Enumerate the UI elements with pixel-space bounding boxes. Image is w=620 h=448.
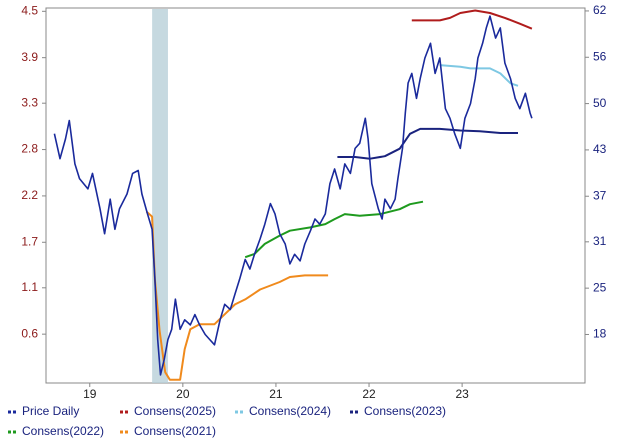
legend-label: Consens(2022) bbox=[22, 424, 104, 438]
y-tick-label: 4.5 bbox=[21, 3, 38, 17]
y-tick-label: 3.9 bbox=[21, 50, 38, 64]
series-line bbox=[53, 15, 533, 376]
x-tick-label: 23 bbox=[455, 387, 469, 401]
y-tick-label: 2.8 bbox=[21, 142, 38, 156]
y-tick-label: 1.7 bbox=[21, 234, 38, 248]
legend-item: Consens(2023) bbox=[350, 404, 446, 418]
legend-label: Consens(2024) bbox=[249, 404, 331, 418]
y2-tick-label: 43 bbox=[593, 142, 607, 156]
y2-tick-label: 25 bbox=[593, 280, 607, 294]
series-line bbox=[244, 200, 424, 259]
legend-label: Price Daily bbox=[22, 404, 79, 418]
legend-label: Consens(2025) bbox=[134, 404, 216, 418]
series-line bbox=[411, 9, 533, 30]
x-tick-label: 19 bbox=[83, 387, 97, 401]
x-tick-label: 22 bbox=[362, 387, 376, 401]
y2-tick-label: 62 bbox=[593, 3, 607, 17]
x-tick-label: 20 bbox=[176, 387, 190, 401]
y-tick-label: 1.1 bbox=[21, 280, 38, 294]
y2-tick-label: 56 bbox=[593, 49, 607, 63]
y2-tick-label: 37 bbox=[593, 188, 607, 202]
y-tick-label: 0.6 bbox=[21, 326, 38, 340]
y2-tick-label: 31 bbox=[593, 234, 607, 248]
legend-item: Consens(2022) bbox=[8, 424, 104, 438]
legend-item: Consens(2021) bbox=[120, 424, 216, 438]
y2-tick-label: 18 bbox=[593, 327, 607, 341]
legend-item: Consens(2025) bbox=[120, 404, 216, 418]
y-tick-label: 2.2 bbox=[21, 188, 38, 202]
y2-tick-label: 50 bbox=[593, 96, 607, 110]
legend-item: Price Daily bbox=[8, 404, 79, 418]
legend-label: Consens(2023) bbox=[364, 404, 446, 418]
legend-item: Consens(2024) bbox=[235, 404, 331, 418]
y-tick-label: 3.3 bbox=[21, 95, 38, 109]
series-line bbox=[337, 127, 518, 160]
x-tick-label: 21 bbox=[269, 387, 283, 401]
legend-label: Consens(2021) bbox=[134, 424, 216, 438]
series-line bbox=[439, 64, 519, 87]
